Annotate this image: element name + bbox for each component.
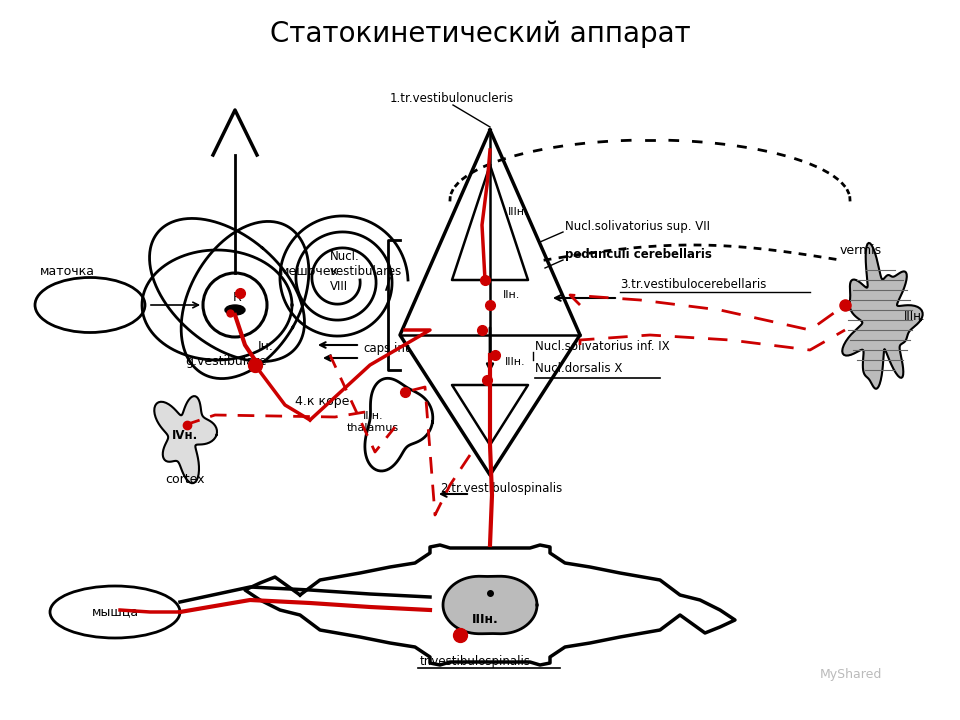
Text: IVн.: IVн. (172, 428, 198, 441)
Text: 3.tr.vestibulocerebellaris: 3.tr.vestibulocerebellaris (620, 278, 766, 291)
Text: 4.к коре: 4.к коре (295, 395, 349, 408)
Text: R: R (232, 290, 241, 304)
Polygon shape (842, 243, 923, 389)
Text: MyShared: MyShared (820, 668, 882, 681)
Text: pedunculi cerebellaris: pedunculi cerebellaris (565, 248, 712, 261)
Text: tr.vestibulospinalis: tr.vestibulospinalis (420, 655, 531, 668)
Ellipse shape (225, 305, 245, 315)
Text: Nucl.dorsalis X: Nucl.dorsalis X (535, 362, 622, 375)
Text: Nucl.solivatorius sup. VII: Nucl.solivatorius sup. VII (565, 220, 710, 233)
Polygon shape (155, 396, 217, 483)
Text: Статокинетический аппарат: Статокинетический аппарат (270, 20, 690, 48)
Text: мышца: мышца (91, 606, 138, 618)
Text: 1.tr.vestibulonucleris: 1.tr.vestibulonucleris (390, 92, 515, 105)
Text: Nucl.solivatorius inf. IX: Nucl.solivatorius inf. IX (535, 340, 670, 353)
Text: IIн.: IIн. (503, 290, 520, 300)
Text: Nucl.
vestibulares
VIII: Nucl. vestibulares VIII (330, 250, 402, 293)
Text: IIIн.: IIIн. (508, 207, 529, 217)
Text: IIIн.: IIIн. (472, 613, 499, 626)
Text: g.vestibulare: g.vestibulare (185, 355, 267, 368)
Text: IIIн.
thalamus: IIIн. thalamus (347, 411, 399, 433)
Text: 2.tr.vestibulospinalis: 2.tr.vestibulospinalis (440, 482, 563, 495)
Text: vermis: vermis (840, 244, 882, 257)
Text: IIIн.: IIIн. (904, 310, 925, 323)
Text: caps.int.: caps.int. (363, 342, 414, 355)
Text: маточка: маточка (40, 265, 95, 278)
Text: мешочек: мешочек (280, 265, 339, 278)
Text: cortex: cortex (165, 473, 204, 486)
Text: IIIн.: IIIн. (505, 357, 526, 367)
Text: Iн.: Iн. (258, 340, 274, 353)
Polygon shape (443, 576, 537, 634)
Polygon shape (365, 378, 433, 471)
